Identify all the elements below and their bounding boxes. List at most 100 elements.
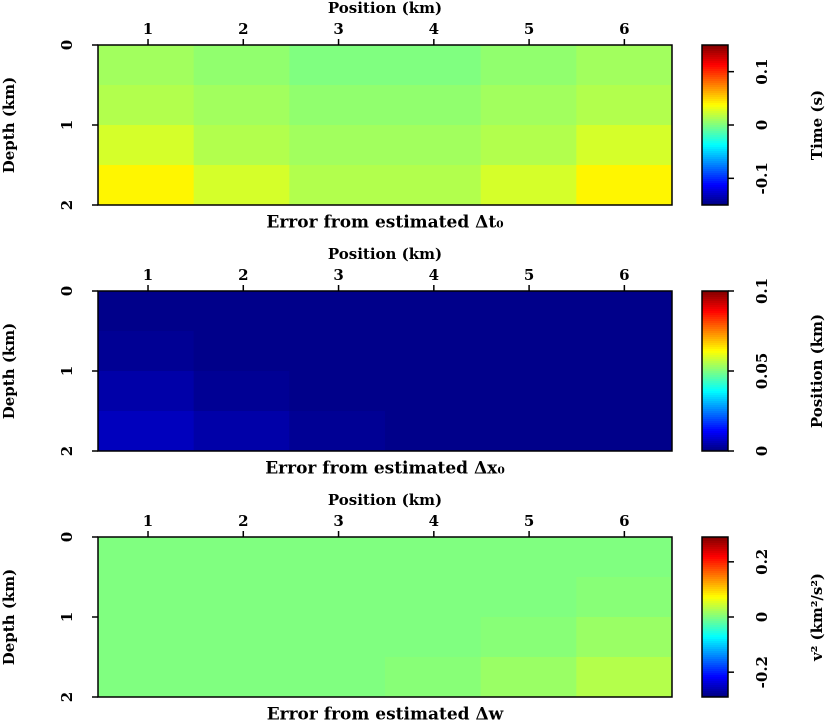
colorbar-tick-label: 0.05 — [753, 353, 771, 390]
heat-cell — [576, 371, 673, 412]
heat-cell — [193, 45, 290, 86]
heat-cell — [98, 331, 195, 372]
colorbar-step — [702, 645, 728, 648]
colorbar-step — [702, 327, 728, 330]
heat-cell — [98, 291, 195, 332]
colorbar-step — [702, 153, 728, 156]
colorbar-step — [702, 51, 728, 54]
colorbar-step — [702, 559, 728, 562]
colorbar-step — [702, 329, 728, 332]
colorbar-step — [702, 103, 728, 106]
colorbar-step — [702, 637, 728, 640]
heat-cell — [480, 165, 577, 206]
heat-cell — [289, 617, 386, 658]
colorbar-step — [702, 365, 728, 368]
panel-title: Error from estimated Δw — [267, 705, 504, 720]
heat-cell — [193, 331, 290, 372]
colorbar-step — [702, 433, 728, 436]
colorbar-step — [702, 609, 728, 612]
colorbar-step — [702, 367, 728, 370]
heat-cell — [480, 125, 577, 166]
colorbar-step — [702, 199, 728, 202]
colorbar-step — [702, 567, 728, 570]
x-tick-label: 4 — [429, 20, 439, 38]
colorbar-step — [702, 177, 728, 180]
colorbar-step — [702, 413, 728, 416]
colorbar-step — [702, 71, 728, 74]
heat-cell — [98, 125, 195, 166]
colorbar-step — [702, 309, 728, 312]
colorbar-step — [702, 657, 728, 660]
colorbar-step — [702, 613, 728, 616]
colorbar-step — [702, 337, 728, 340]
heat-cell — [193, 657, 290, 698]
colorbar-step — [702, 691, 728, 694]
colorbar-step — [702, 393, 728, 396]
colorbar-step — [702, 169, 728, 172]
colorbar-step — [702, 555, 728, 558]
colorbar-step — [702, 87, 728, 90]
colorbar-step — [702, 629, 728, 632]
y-tick-label: 2 — [58, 200, 76, 210]
heat-cell — [98, 537, 195, 578]
colorbar-step — [702, 63, 728, 66]
colorbar-tick-label: 0 — [753, 612, 771, 622]
panel-title: Error from estimated Δx₀ — [265, 459, 505, 479]
colorbar-step — [702, 375, 728, 378]
colorbar-step — [702, 431, 728, 434]
colorbar-step — [702, 371, 728, 374]
colorbar-step — [702, 557, 728, 560]
colorbar-step — [702, 181, 728, 184]
heat-cell — [576, 165, 673, 206]
x-tick-label: 6 — [619, 20, 629, 38]
colorbar-step — [702, 175, 728, 178]
colorbar-step — [702, 597, 728, 600]
colorbar-step — [702, 587, 728, 590]
heat-cell — [193, 371, 290, 412]
y-tick-label: 0 — [58, 532, 76, 542]
colorbar-step — [702, 445, 728, 448]
colorbar-step — [702, 543, 728, 546]
colorbar-step — [702, 605, 728, 608]
colorbar-step — [702, 65, 728, 68]
colorbar-step — [702, 589, 728, 592]
heat-cell — [289, 291, 386, 332]
colorbar-step — [702, 633, 728, 636]
colorbar-tick-label: 0.1 — [753, 59, 771, 85]
colorbar-step — [702, 639, 728, 642]
colorbar-step — [702, 373, 728, 376]
colorbar-step — [702, 291, 728, 294]
colorbar-step — [702, 619, 728, 622]
colorbar-step — [702, 601, 728, 604]
colorbar-step — [702, 391, 728, 394]
colorbar-step — [702, 191, 728, 194]
heat-cell — [289, 85, 386, 126]
heat-cell — [385, 617, 482, 658]
colorbar-step — [702, 679, 728, 682]
colorbar-step — [702, 369, 728, 372]
colorbar-step — [702, 361, 728, 364]
colorbar-step — [702, 77, 728, 80]
colorbar-step — [702, 571, 728, 574]
colorbar-step — [702, 671, 728, 674]
y-tick-label: 1 — [58, 120, 76, 130]
colorbar-step — [702, 573, 728, 576]
heat-cell — [193, 617, 290, 658]
colorbar-step — [702, 401, 728, 404]
colorbar-step — [702, 171, 728, 174]
colorbar-step — [702, 295, 728, 298]
colorbar-step — [702, 303, 728, 306]
colorbar-step — [702, 79, 728, 82]
colorbar-step — [702, 123, 728, 126]
colorbar-step — [702, 97, 728, 100]
colorbar-step — [702, 67, 728, 70]
heat-cell — [289, 45, 386, 86]
heat-cell — [98, 165, 195, 206]
heat-cell — [576, 85, 673, 126]
colorbar-step — [702, 623, 728, 626]
colorbar-step — [702, 323, 728, 326]
colorbar-step — [702, 73, 728, 76]
colorbar-step — [702, 61, 728, 64]
colorbar-step — [702, 447, 728, 450]
colorbar-step — [702, 667, 728, 670]
